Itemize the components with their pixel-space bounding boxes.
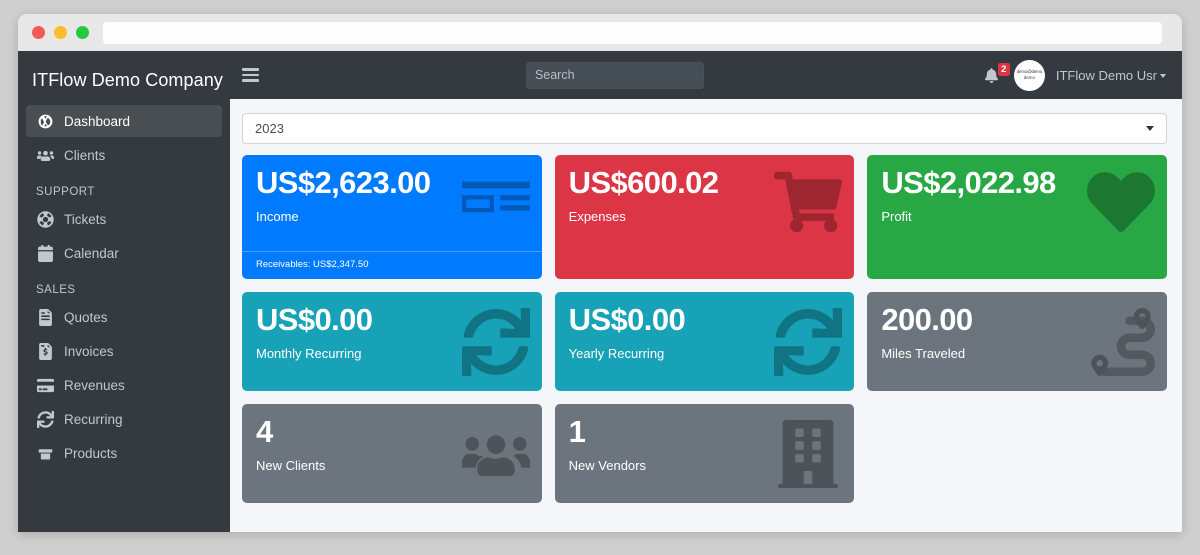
sidebar-section-support: SUPPORT — [36, 186, 95, 198]
stat-card-new-clients[interactable]: 4 New Clients — [242, 404, 542, 503]
file-quote-icon — [36, 308, 54, 326]
sidebar-item-dashboard[interactable]: Dashboard — [26, 105, 222, 137]
stat-label: Profit — [881, 208, 912, 224]
sidebar-item-quotes[interactable]: Quotes — [26, 301, 222, 333]
sidebar-section-sales: SALES — [36, 284, 76, 296]
year-filter-value: 2023 — [255, 121, 284, 136]
maximize-window-button[interactable] — [76, 26, 89, 39]
sidebar-item-calendar[interactable]: Calendar — [26, 237, 222, 269]
stat-label: Yearly Recurring — [568, 345, 665, 361]
avatar-line-2: demo — [1023, 75, 1035, 80]
sidebar: ITFlow Demo Company Dashboard Clients SU… — [18, 51, 230, 532]
sidebar-item-label: Invoices — [64, 343, 114, 359]
app-root: ITFlow Demo Company Dashboard Clients SU… — [18, 51, 1182, 532]
sync-icon — [36, 410, 54, 428]
sidebar-item-products[interactable]: Products — [26, 437, 222, 469]
stat-footer: Receivables: US$2,347.50 — [242, 251, 542, 279]
calendar-icon — [36, 244, 54, 262]
box-icon — [36, 444, 54, 462]
stat-card-income[interactable]: US$2,623.00 Income Receivables: US$2,347… — [242, 155, 542, 279]
top-navbar: 2 demo@demo demo ITFlow Demo Usr — [230, 51, 1182, 99]
search-input[interactable] — [526, 62, 703, 88]
stat-card-monthly-recurring[interactable]: US$0.00 Monthly Recurring — [242, 292, 542, 391]
stat-label: New Vendors — [568, 457, 646, 473]
life-ring-icon — [36, 210, 54, 228]
sidebar-item-revenues[interactable]: Revenues — [26, 369, 222, 401]
window-controls — [32, 26, 89, 39]
sidebar-item-label: Quotes — [64, 309, 108, 325]
hamburger-icon[interactable] — [242, 64, 264, 86]
stat-label: Miles Traveled — [881, 345, 966, 361]
stat-value: 1 — [568, 414, 586, 449]
chevron-down-icon — [1146, 126, 1154, 131]
close-window-button[interactable] — [32, 26, 45, 39]
sidebar-item-invoices[interactable]: Invoices — [26, 335, 222, 367]
content-area: 2023 US$2,623.00 Income Receivables: US$… — [230, 99, 1182, 532]
stat-value: US$0.00 — [568, 302, 686, 337]
browser-window: ITFlow Demo Company Dashboard Clients SU… — [18, 14, 1182, 532]
main-column: 2 demo@demo demo ITFlow Demo Usr 2023 — [230, 51, 1182, 532]
stat-label: Expenses — [568, 208, 626, 224]
search-box — [525, 61, 704, 89]
stat-card-new-vendors[interactable]: 1 New Vendors — [554, 404, 855, 503]
sidebar-item-tickets[interactable]: Tickets — [26, 203, 222, 235]
sync-icon — [461, 307, 530, 376]
notifications-button[interactable]: 2 — [980, 62, 1010, 85]
stat-card-expenses[interactable]: US$600.02 Expenses — [554, 155, 855, 279]
stat-value: US$0.00 — [256, 302, 373, 337]
sidebar-item-label: Tickets — [64, 211, 107, 227]
avatar[interactable]: demo@demo demo — [1013, 59, 1045, 91]
stat-value: US$2,623.00 — [256, 165, 431, 200]
building-icon — [774, 419, 842, 488]
invoice-card-icon — [461, 168, 530, 236]
brand-title: ITFlow Demo Company — [32, 70, 223, 90]
sidebar-item-clients[interactable]: Clients — [26, 139, 222, 171]
sidebar-item-label: Recurring — [64, 411, 123, 427]
sidebar-item-label: Dashboard — [64, 113, 131, 129]
stat-card-miles-traveled[interactable]: 200.00 Miles Traveled — [867, 292, 1167, 391]
address-bar[interactable] — [103, 21, 1162, 44]
sync-icon — [774, 307, 843, 376]
route-icon — [1087, 307, 1155, 376]
stat-card-yearly-recurring[interactable]: US$0.00 Yearly Recurring — [554, 292, 855, 391]
sidebar-nav: Dashboard Clients SUPPORT Tickets — [18, 105, 230, 469]
file-invoice-icon — [36, 342, 54, 360]
stat-label: Income — [256, 208, 299, 224]
sidebar-item-label: Calendar — [64, 245, 119, 261]
shopping-cart-icon — [774, 168, 843, 236]
user-menu-label: ITFlow Demo Usr — [1055, 67, 1157, 83]
sidebar-item-recurring[interactable]: Recurring — [26, 403, 222, 435]
stat-value: US$600.02 — [568, 165, 719, 200]
users-icon — [36, 146, 54, 164]
users-icon — [461, 420, 530, 488]
stat-value: 4 — [256, 414, 273, 449]
sidebar-item-label: Revenues — [64, 377, 125, 393]
stat-label: Monthly Recurring — [256, 345, 362, 361]
stat-label: New Clients — [256, 457, 326, 473]
chevron-down-icon — [1160, 74, 1166, 79]
stat-card-profit[interactable]: US$2,022.98 Profit — [867, 155, 1167, 279]
stat-value: 200.00 — [881, 302, 973, 337]
stat-card-grid: US$2,623.00 Income Receivables: US$2,347… — [242, 155, 1167, 503]
year-filter-select[interactable]: 2023 — [242, 113, 1167, 144]
bell-icon — [984, 67, 999, 83]
browser-titlebar — [18, 14, 1182, 51]
minimize-window-button[interactable] — [54, 26, 67, 39]
stat-value: US$2,022.98 — [881, 165, 1056, 200]
navbar-actions: 2 demo@demo demo ITFlow Demo Usr — [980, 59, 1166, 91]
credit-card-icon — [36, 376, 54, 394]
user-menu[interactable]: ITFlow Demo Usr — [1056, 68, 1166, 83]
notification-badge: 2 — [997, 62, 1010, 76]
heart-icon — [1087, 168, 1155, 236]
avatar-line-1: demo@demo — [1016, 69, 1043, 75]
sidebar-item-label: Clients — [64, 147, 106, 163]
sidebar-item-label: Products — [64, 445, 118, 461]
dashboard-icon — [36, 112, 54, 130]
